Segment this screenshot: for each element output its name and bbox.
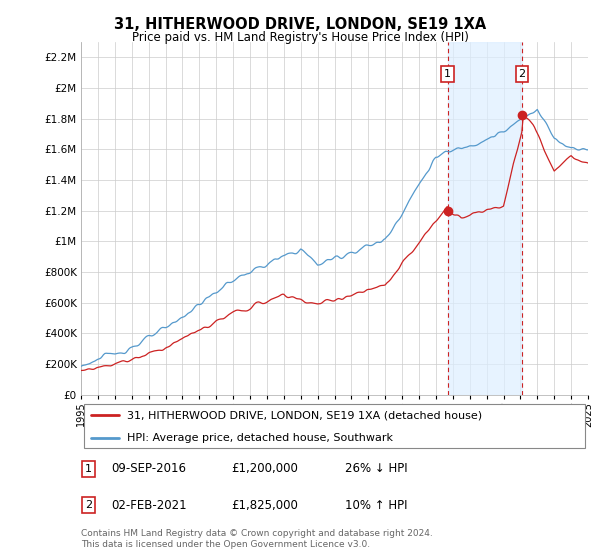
Text: 1: 1 — [444, 69, 451, 79]
Text: Price paid vs. HM Land Registry's House Price Index (HPI): Price paid vs. HM Land Registry's House … — [131, 31, 469, 44]
Text: 10% ↑ HPI: 10% ↑ HPI — [345, 498, 407, 512]
Bar — [580, 42, 588, 395]
Text: £1,825,000: £1,825,000 — [231, 498, 298, 512]
Text: Contains HM Land Registry data © Crown copyright and database right 2024.
This d: Contains HM Land Registry data © Crown c… — [81, 529, 433, 549]
Text: 1: 1 — [85, 464, 92, 474]
Text: 31, HITHERWOOD DRIVE, LONDON, SE19 1XA: 31, HITHERWOOD DRIVE, LONDON, SE19 1XA — [114, 17, 486, 32]
Text: 2: 2 — [85, 500, 92, 510]
Text: 31, HITHERWOOD DRIVE, LONDON, SE19 1XA (detached house): 31, HITHERWOOD DRIVE, LONDON, SE19 1XA (… — [127, 410, 482, 421]
Text: 02-FEB-2021: 02-FEB-2021 — [111, 498, 187, 512]
Text: 26% ↓ HPI: 26% ↓ HPI — [345, 462, 407, 475]
Text: HPI: Average price, detached house, Southwark: HPI: Average price, detached house, Sout… — [127, 433, 392, 444]
Text: 2: 2 — [518, 69, 526, 79]
Bar — [448, 42, 522, 395]
Text: 09-SEP-2016: 09-SEP-2016 — [111, 462, 186, 475]
FancyBboxPatch shape — [83, 404, 586, 449]
Text: £1,200,000: £1,200,000 — [231, 462, 298, 475]
